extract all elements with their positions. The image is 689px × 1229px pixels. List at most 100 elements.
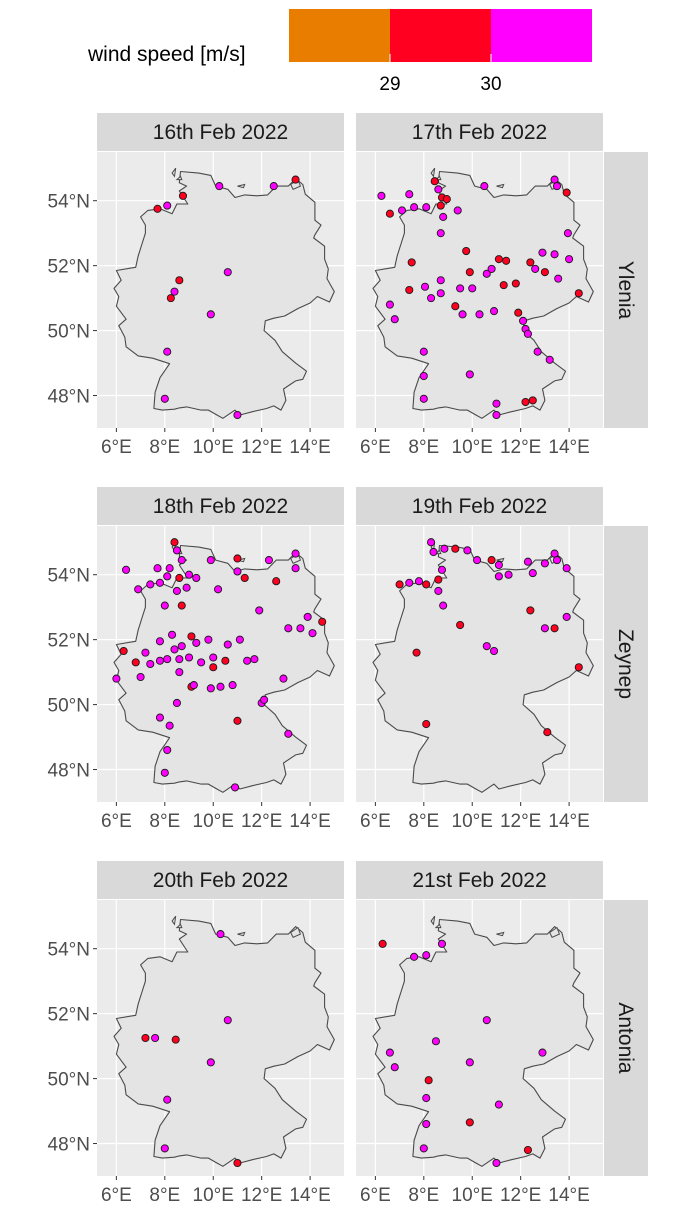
- station-point: [131, 658, 140, 667]
- x-tick-label: 14°E: [548, 437, 589, 458]
- station-point: [187, 632, 196, 641]
- station-point: [168, 630, 177, 639]
- station-point: [487, 264, 496, 273]
- station-point: [494, 560, 503, 570]
- station-point: [243, 656, 252, 665]
- x-tick-label: 10°E: [452, 437, 493, 458]
- station-point: [153, 564, 162, 573]
- y-tick-label: 54°N: [48, 192, 90, 213]
- island-outline: [434, 923, 442, 929]
- station-point: [514, 308, 523, 317]
- station-point: [284, 729, 293, 738]
- station-point: [422, 720, 431, 729]
- x-tick-label: 10°E: [193, 1185, 234, 1206]
- station-point: [233, 1158, 242, 1168]
- station-point: [453, 206, 462, 215]
- station-point: [538, 248, 547, 257]
- station-point: [177, 556, 186, 565]
- y-tick-label: 48°N: [48, 387, 90, 408]
- station-point: [155, 713, 165, 722]
- station-point: [405, 578, 414, 587]
- station-point: [170, 538, 179, 547]
- y-tick-label: 50°N: [48, 696, 90, 717]
- station-point: [209, 663, 218, 672]
- facet-strip: [356, 487, 603, 525]
- storm-name-label: Zeynep: [614, 629, 637, 699]
- station-point: [177, 642, 186, 651]
- station-point: [422, 1119, 431, 1129]
- map-panel: 17th Feb 2022 6°E 8°E 10°E 12°E 14°E Ylenia: [356, 113, 648, 458]
- station-point: [284, 624, 293, 633]
- station-point: [480, 182, 489, 191]
- station-point: [427, 538, 436, 547]
- station-point: [528, 396, 537, 405]
- station-point: [184, 653, 194, 662]
- station-point: [385, 209, 394, 218]
- station-point: [519, 316, 528, 325]
- station-point: [141, 648, 150, 657]
- station-point: [562, 188, 571, 197]
- station-point: [451, 302, 460, 311]
- station-point: [554, 274, 563, 283]
- station-point: [155, 637, 165, 646]
- station-point: [192, 573, 201, 583]
- germany-outline: [113, 544, 335, 793]
- station-point: [434, 586, 443, 595]
- station-point: [437, 939, 447, 948]
- station-point: [456, 284, 465, 293]
- station-point: [526, 606, 535, 615]
- station-point: [146, 659, 155, 669]
- station-point: [160, 601, 169, 610]
- station-point: [565, 255, 574, 264]
- germany-outline: [372, 918, 594, 1167]
- island-outline: [237, 931, 246, 937]
- facet-strip: [356, 113, 603, 151]
- station-point: [134, 585, 143, 594]
- map-panel: 21st Feb 2022 6°E 8°E 10°E 12°E 14°E Antonia: [356, 861, 648, 1206]
- station-point: [463, 546, 472, 555]
- station-point: [160, 1144, 169, 1153]
- station-point: [291, 175, 300, 184]
- station-point: [296, 624, 305, 633]
- station-point: [151, 1033, 160, 1043]
- station-point: [206, 310, 215, 319]
- x-tick-label: 8°E: [149, 811, 180, 832]
- island-outline: [496, 557, 505, 563]
- station-point: [214, 585, 223, 594]
- station-point: [458, 310, 467, 319]
- station-point: [178, 191, 188, 200]
- station-point: [206, 1058, 215, 1067]
- germany-outline: [113, 170, 335, 419]
- station-point: [442, 195, 451, 204]
- station-point: [550, 624, 559, 633]
- storm-strip: [604, 152, 648, 428]
- legend-swatch-above-30: [491, 9, 592, 62]
- station-point: [209, 653, 218, 662]
- station-point: [465, 1058, 474, 1067]
- station-point: [531, 264, 540, 273]
- x-tick-label: 8°E: [149, 1185, 180, 1206]
- station-point: [420, 282, 430, 291]
- x-tick-label: 8°E: [408, 811, 439, 832]
- station-point: [482, 269, 491, 278]
- legend-title: wind speed [m/s]: [87, 43, 246, 66]
- station-point: [240, 573, 249, 583]
- station-point: [462, 246, 471, 256]
- station-point: [436, 289, 445, 298]
- station-point: [419, 347, 428, 356]
- station-point: [233, 567, 242, 576]
- station-point: [155, 656, 165, 665]
- x-tick-label: 12°E: [241, 1185, 282, 1206]
- station-point: [291, 549, 300, 558]
- facet-date-label: 16th Feb 2022: [153, 121, 288, 144]
- station-point: [489, 307, 499, 316]
- station-point: [165, 721, 174, 730]
- station-point: [523, 1145, 532, 1155]
- station-point: [223, 268, 232, 277]
- facet-date-label: 17th Feb 2022: [412, 121, 547, 144]
- station-point: [255, 606, 264, 615]
- station-point: [436, 229, 445, 238]
- map-panel: 20th Feb 2022 48°N 50°N 52°N 54°N 6°E 8°E 10°E 1…: [48, 861, 344, 1206]
- x-tick-label: 12°E: [500, 811, 541, 832]
